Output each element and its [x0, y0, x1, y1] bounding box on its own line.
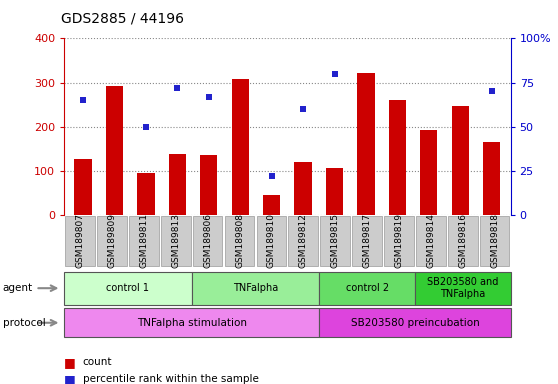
- Bar: [357, 73, 374, 215]
- Bar: [420, 130, 437, 215]
- Text: GSM189814: GSM189814: [426, 214, 435, 268]
- Text: GSM189807: GSM189807: [76, 214, 85, 268]
- Text: GSM189806: GSM189806: [203, 214, 212, 268]
- Bar: [483, 142, 501, 215]
- Text: GSM189810: GSM189810: [267, 214, 276, 268]
- Bar: [106, 86, 123, 215]
- Text: GSM189813: GSM189813: [171, 214, 180, 268]
- Text: ■: ■: [64, 373, 76, 384]
- Text: SB203580 preincubation: SB203580 preincubation: [350, 318, 479, 328]
- Bar: [169, 154, 186, 215]
- Text: count: count: [83, 357, 112, 367]
- Bar: [451, 106, 469, 215]
- Text: GSM189816: GSM189816: [458, 214, 467, 268]
- Text: GSM189809: GSM189809: [108, 214, 117, 268]
- Bar: [74, 159, 92, 215]
- Text: GSM189812: GSM189812: [299, 214, 308, 268]
- Bar: [137, 173, 155, 215]
- Text: percentile rank within the sample: percentile rank within the sample: [83, 374, 258, 384]
- Text: GSM189815: GSM189815: [331, 214, 340, 268]
- Text: control 1: control 1: [107, 283, 150, 293]
- Text: TNFalpha stimulation: TNFalpha stimulation: [137, 318, 247, 328]
- Text: GSM189808: GSM189808: [235, 214, 244, 268]
- Bar: [326, 168, 343, 215]
- Text: ■: ■: [64, 356, 76, 369]
- Text: GSM189811: GSM189811: [140, 214, 148, 268]
- Text: GSM189819: GSM189819: [395, 214, 403, 268]
- Text: GSM189818: GSM189818: [490, 214, 499, 268]
- Text: protocol: protocol: [3, 318, 46, 328]
- Text: TNFalpha: TNFalpha: [233, 283, 278, 293]
- Bar: [232, 79, 249, 215]
- Bar: [295, 162, 312, 215]
- Text: control 2: control 2: [345, 283, 388, 293]
- Text: GSM189817: GSM189817: [363, 214, 372, 268]
- Text: agent: agent: [3, 283, 33, 293]
- Text: SB203580 and
TNFalpha: SB203580 and TNFalpha: [427, 277, 498, 299]
- Text: GDS2885 / 44196: GDS2885 / 44196: [61, 12, 184, 25]
- Bar: [389, 100, 406, 215]
- Bar: [263, 195, 280, 215]
- Bar: [200, 156, 218, 215]
